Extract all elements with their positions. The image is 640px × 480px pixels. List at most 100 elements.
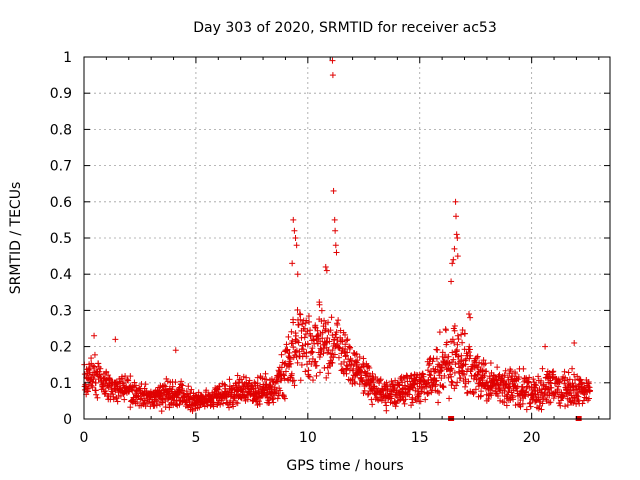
data-point — [564, 377, 571, 384]
data-point — [183, 388, 190, 395]
data-point — [542, 343, 549, 350]
data-point — [281, 375, 288, 382]
data-point — [449, 260, 456, 267]
data-point — [313, 372, 320, 379]
data-point — [538, 406, 545, 413]
data-point — [290, 216, 297, 223]
data-point — [555, 383, 562, 390]
data-point — [292, 332, 299, 339]
data-point — [586, 395, 593, 402]
data-point — [472, 386, 479, 393]
data-point — [364, 391, 371, 398]
data-point — [445, 374, 452, 381]
data-point — [332, 242, 339, 249]
data-point — [453, 348, 460, 355]
data-point — [483, 379, 490, 386]
data-point — [331, 216, 338, 223]
data-point — [185, 383, 192, 390]
x-axis-label: GPS time / hours — [286, 458, 403, 474]
data-point — [440, 384, 447, 391]
data-point — [231, 395, 238, 402]
data-point — [254, 380, 261, 387]
data-point — [329, 72, 336, 79]
data-point — [290, 377, 297, 384]
data-point — [118, 373, 125, 380]
data-point — [322, 263, 329, 270]
data-point — [309, 333, 316, 340]
data-point — [422, 396, 429, 403]
data-point — [377, 376, 384, 383]
data-point — [453, 231, 460, 238]
data-point — [110, 396, 117, 403]
data-point — [328, 314, 335, 321]
data-point — [454, 253, 461, 260]
data-point — [333, 334, 340, 341]
data-point — [216, 383, 223, 390]
data-point — [530, 376, 537, 383]
data-point — [287, 356, 294, 363]
data-point — [305, 373, 312, 380]
data-point — [283, 341, 290, 348]
data-point — [215, 383, 222, 390]
data-point — [550, 368, 557, 375]
data-point — [97, 365, 104, 372]
data-point — [289, 378, 296, 385]
data-point — [195, 389, 202, 396]
data-point — [338, 350, 345, 357]
data-point — [571, 339, 578, 346]
data-point — [291, 382, 298, 389]
data-point — [137, 396, 144, 403]
data-point — [283, 347, 290, 354]
data-point — [487, 360, 494, 367]
data-point — [300, 346, 307, 353]
data-point — [470, 375, 477, 382]
data-point — [221, 381, 228, 388]
data-point — [172, 379, 179, 386]
data-point — [496, 386, 503, 393]
data-point — [467, 314, 474, 321]
data-point — [81, 371, 88, 378]
data-point — [399, 379, 406, 386]
data-point — [263, 376, 270, 383]
data-point — [103, 368, 110, 375]
x-tick-label: 5 — [191, 430, 200, 446]
data-point — [359, 377, 366, 384]
data-point — [574, 389, 581, 396]
data-point — [512, 370, 519, 377]
data-point — [361, 387, 368, 394]
y-tick-label: 0.1 — [50, 376, 72, 392]
data-point — [451, 339, 458, 346]
data-point — [114, 398, 121, 405]
data-point — [559, 394, 566, 401]
data-point — [462, 383, 469, 390]
data-point — [88, 355, 95, 362]
data-point — [392, 403, 399, 410]
data-point — [539, 400, 546, 407]
data-point — [304, 341, 311, 348]
data-point — [88, 382, 95, 389]
data-point — [377, 377, 384, 384]
data-point — [557, 397, 564, 404]
data-point — [464, 389, 471, 396]
data-point — [466, 349, 473, 356]
y-tick-label: 0.2 — [50, 340, 72, 356]
data-point — [455, 353, 462, 360]
data-point — [169, 386, 176, 393]
data-point — [326, 338, 333, 345]
data-point — [358, 369, 365, 376]
data-point — [354, 357, 361, 364]
data-point — [309, 349, 316, 356]
data-point — [368, 396, 375, 403]
data-point — [329, 332, 336, 339]
data-point — [442, 352, 449, 359]
data-point — [504, 391, 511, 398]
data-point — [86, 369, 93, 376]
data-point — [569, 384, 576, 391]
data-point — [565, 369, 572, 376]
data-point — [480, 361, 487, 368]
data-point — [525, 379, 532, 386]
data-point — [317, 351, 324, 358]
data-point — [438, 375, 445, 382]
data-point — [256, 398, 263, 405]
data-point — [96, 368, 103, 375]
